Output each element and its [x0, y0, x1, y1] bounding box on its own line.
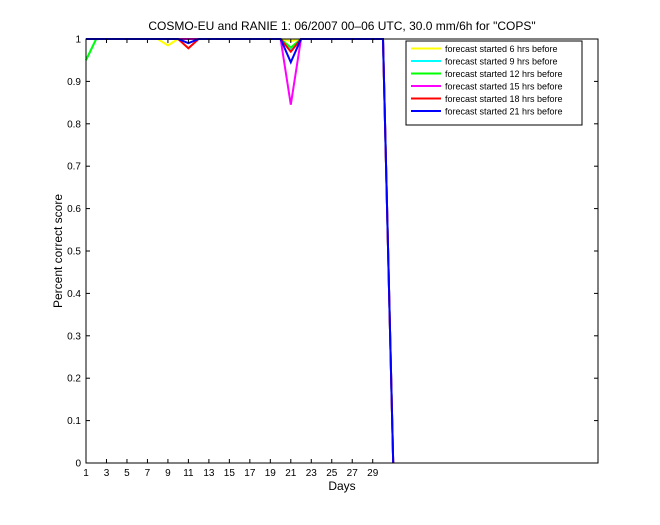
legend-entry: forecast started 6 hrs before: [411, 44, 558, 54]
y-tick-label: 0.1: [67, 416, 81, 427]
legend-entry: forecast started 9 hrs before: [411, 57, 558, 67]
x-tick-label: 23: [306, 468, 318, 479]
legend-entry: forecast started 12 hrs before: [411, 69, 563, 79]
legend-label: forecast started 12 hrs before: [445, 69, 563, 79]
y-axis-label: Percent correct score: [51, 194, 65, 308]
y-tick-label: 0.3: [67, 331, 81, 342]
y-tick-label: 0.5: [67, 247, 81, 258]
legend-label: forecast started 9 hrs before: [445, 57, 558, 67]
y-tick-label: 0.9: [67, 77, 81, 88]
x-axis-label: Days: [328, 479, 355, 493]
x-tick-label: 27: [347, 468, 359, 479]
y-tick-label: 1: [75, 35, 81, 46]
x-tick-label: 19: [265, 468, 277, 479]
legend-label: forecast started 21 hrs before: [445, 107, 563, 117]
legend-label: forecast started 18 hrs before: [445, 94, 563, 104]
y-tick-label: 0.7: [67, 162, 81, 173]
y-ticks: 0 0.1 0.2 0.3 0.4 0.5 0.6 0.7 0.8 0.9 1: [67, 35, 598, 470]
x-tick-label: 1: [83, 468, 89, 479]
x-tick-label: 11: [183, 468, 194, 479]
legend-label: forecast started 6 hrs before: [445, 44, 558, 54]
x-tick-label: 25: [326, 468, 338, 479]
chart-title: COSMO-EU and RANIE 1: 06/2007 00–06 UTC,…: [148, 19, 535, 33]
y-tick-label: 0: [75, 459, 81, 470]
legend-label: forecast started 15 hrs before: [445, 82, 563, 92]
legend-entry: forecast started 15 hrs before: [411, 82, 563, 92]
y-tick-label: 0.4: [67, 289, 81, 300]
y-tick-label: 0.6: [67, 204, 81, 215]
x-tick-label: 9: [165, 468, 171, 479]
x-tick-label: 29: [367, 468, 379, 479]
y-tick-label: 0.2: [67, 374, 81, 385]
x-tick-label: 3: [104, 468, 110, 479]
y-tick-label: 0.8: [67, 119, 81, 130]
x-tick-label: 21: [285, 468, 297, 479]
legend-entry: forecast started 21 hrs before: [411, 107, 563, 117]
x-tick-label: 17: [244, 468, 256, 479]
x-ticks: 1 3 5 7 9 11 13 15 17 19 21 23 25 27 29: [83, 39, 379, 479]
x-tick-label: 7: [145, 468, 151, 479]
x-tick-label: 5: [124, 468, 130, 479]
x-tick-label: 15: [224, 468, 236, 479]
legend-entry: forecast started 18 hrs before: [411, 94, 563, 104]
legend: forecast started 6 hrs before forecast st…: [405, 40, 583, 126]
x-tick-label: 13: [203, 468, 215, 479]
